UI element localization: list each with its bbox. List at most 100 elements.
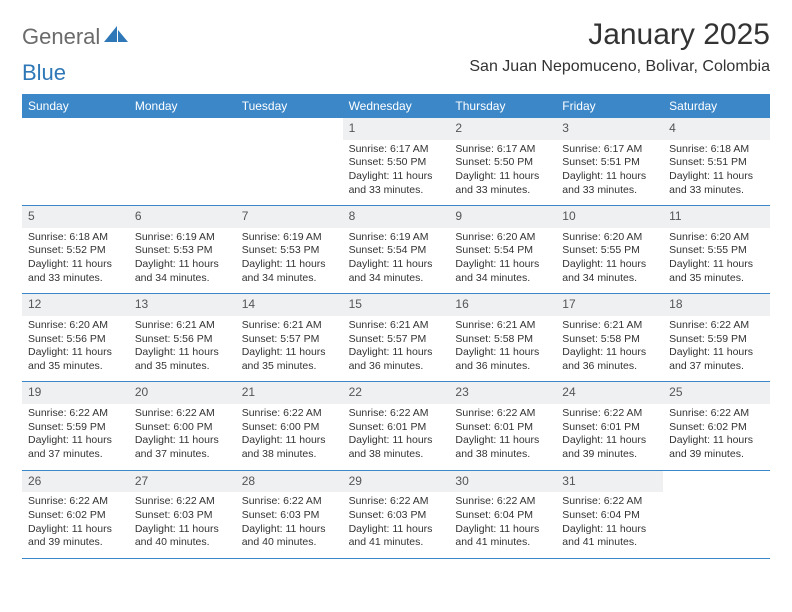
cell-text: Daylight: 11 hours and 34 minutes. <box>455 258 550 285</box>
logo-sail-icon <box>104 26 130 49</box>
cell-text: Daylight: 11 hours and 36 minutes. <box>562 346 657 373</box>
day-number: 6 <box>129 206 236 228</box>
day-number: 9 <box>449 206 556 228</box>
calendar-cell: 11Sunrise: 6:20 AMSunset: 5:55 PMDayligh… <box>663 206 770 293</box>
calendar-cell: 24Sunrise: 6:22 AMSunset: 6:01 PMDayligh… <box>556 382 663 469</box>
cell-text: Daylight: 11 hours and 37 minutes. <box>669 346 764 373</box>
calendar-cell: 15Sunrise: 6:21 AMSunset: 5:57 PMDayligh… <box>343 294 450 381</box>
title-block: January 2025 San Juan Nepomuceno, Boliva… <box>469 18 770 76</box>
cell-text: Daylight: 11 hours and 34 minutes. <box>562 258 657 285</box>
day-number: 2 <box>449 118 556 140</box>
cell-text: Daylight: 11 hours and 34 minutes. <box>242 258 337 285</box>
day-number: 13 <box>129 294 236 316</box>
calendar-cell: 16Sunrise: 6:21 AMSunset: 5:58 PMDayligh… <box>449 294 556 381</box>
cell-text: Sunrise: 6:22 AM <box>242 495 337 509</box>
cell-text: Sunset: 5:56 PM <box>135 333 230 347</box>
cell-text: Sunset: 5:55 PM <box>562 244 657 258</box>
cell-text: Daylight: 11 hours and 39 minutes. <box>562 434 657 461</box>
calendar-body: 1Sunrise: 6:17 AMSunset: 5:50 PMDaylight… <box>22 118 770 559</box>
cell-text: Sunset: 5:57 PM <box>242 333 337 347</box>
calendar-cell: 18Sunrise: 6:22 AMSunset: 5:59 PMDayligh… <box>663 294 770 381</box>
calendar-cell: 22Sunrise: 6:22 AMSunset: 6:01 PMDayligh… <box>343 382 450 469</box>
cell-text: Daylight: 11 hours and 33 minutes. <box>28 258 123 285</box>
weekday-header: Friday <box>556 94 663 118</box>
day-number: 16 <box>449 294 556 316</box>
cell-text: Sunrise: 6:18 AM <box>669 143 764 157</box>
month-title: January 2025 <box>469 18 770 52</box>
calendar: SundayMondayTuesdayWednesdayThursdayFrid… <box>22 94 770 559</box>
cell-text: Sunrise: 6:21 AM <box>562 319 657 333</box>
day-number: 22 <box>343 382 450 404</box>
cell-text: Sunrise: 6:20 AM <box>28 319 123 333</box>
weekday-header: Sunday <box>22 94 129 118</box>
calendar-cell: 13 Sunrise: 6:21 AMSunset: 5:56 PMDayligh… <box>129 294 236 381</box>
cell-text: Daylight: 11 hours and 35 minutes. <box>242 346 337 373</box>
weekday-header: Thursday <box>449 94 556 118</box>
cell-text: Sunset: 5:57 PM <box>349 333 444 347</box>
cell-text: Sunset: 6:03 PM <box>349 509 444 523</box>
cell-text: Sunset: 6:04 PM <box>455 509 550 523</box>
cell-text: Sunset: 6:00 PM <box>135 421 230 435</box>
calendar-cell <box>663 471 770 558</box>
calendar-header-row: SundayMondayTuesdayWednesdayThursdayFrid… <box>22 94 770 118</box>
calendar-cell: 7Sunrise: 6:19 AMSunset: 5:53 PMDaylight… <box>236 206 343 293</box>
day-number: 4 <box>663 118 770 140</box>
cell-text: Sunset: 6:02 PM <box>669 421 764 435</box>
calendar-cell: 9Sunrise: 6:20 AMSunset: 5:54 PMDaylight… <box>449 206 556 293</box>
day-number: 5 <box>22 206 129 228</box>
calendar-week: 5Sunrise: 6:18 AMSunset: 5:52 PMDaylight… <box>22 206 770 294</box>
cell-text: Daylight: 11 hours and 39 minutes. <box>669 434 764 461</box>
cell-text: Sunrise: 6:18 AM <box>28 231 123 245</box>
day-number: 15 <box>343 294 450 316</box>
cell-text: Sunset: 5:52 PM <box>28 244 123 258</box>
cell-text: Sunset: 5:59 PM <box>28 421 123 435</box>
cell-text: Sunrise: 6:22 AM <box>562 407 657 421</box>
calendar-cell: 6Sunrise: 6:19 AMSunset: 5:53 PMDaylight… <box>129 206 236 293</box>
cell-text: Sunrise: 6:22 AM <box>135 495 230 509</box>
calendar-page: General January 2025 San Juan Nepomuceno… <box>0 0 792 559</box>
logo-text-blue: Blue <box>22 60 66 86</box>
cell-text: Sunset: 5:51 PM <box>562 156 657 170</box>
cell-text: Sunset: 6:02 PM <box>28 509 123 523</box>
calendar-cell: 29Sunrise: 6:22 AMSunset: 6:03 PMDayligh… <box>343 471 450 558</box>
calendar-cell: 27Sunrise: 6:22 AMSunset: 6:03 PMDayligh… <box>129 471 236 558</box>
day-number: 26 <box>22 471 129 493</box>
day-number: 27 <box>129 471 236 493</box>
calendar-cell: 10Sunrise: 6:20 AMSunset: 5:55 PMDayligh… <box>556 206 663 293</box>
cell-text: Sunrise: 6:22 AM <box>455 495 550 509</box>
cell-text: Sunrise: 6:17 AM <box>349 143 444 157</box>
calendar-cell: 5 Sunrise: 6:18 AMSunset: 5:52 PMDaylight… <box>22 206 129 293</box>
cell-text: Sunrise: 6:19 AM <box>242 231 337 245</box>
cell-text: Sunrise: 6:17 AM <box>455 143 550 157</box>
day-number: 1 <box>343 118 450 140</box>
day-number: 12 <box>22 294 129 316</box>
day-number: 25 <box>663 382 770 404</box>
calendar-cell <box>236 118 343 205</box>
day-number: 11 <box>663 206 770 228</box>
cell-text: Sunset: 5:50 PM <box>349 156 444 170</box>
cell-text: Daylight: 11 hours and 33 minutes. <box>669 170 764 197</box>
day-number: 14 <box>236 294 343 316</box>
calendar-cell: 23Sunrise: 6:22 AMSunset: 6:01 PMDayligh… <box>449 382 556 469</box>
cell-text: Sunrise: 6:21 AM <box>349 319 444 333</box>
cell-text: Daylight: 11 hours and 35 minutes. <box>28 346 123 373</box>
day-number: 17 <box>556 294 663 316</box>
calendar-week: 12Sunrise: 6:20 AMSunset: 5:56 PMDayligh… <box>22 294 770 382</box>
day-number: 20 <box>129 382 236 404</box>
cell-text: Sunset: 6:03 PM <box>242 509 337 523</box>
weekday-header: Saturday <box>663 94 770 118</box>
cell-text: Sunrise: 6:22 AM <box>242 407 337 421</box>
cell-text: Daylight: 11 hours and 41 minutes. <box>349 523 444 550</box>
location-label: San Juan Nepomuceno, Bolivar, Colombia <box>469 58 770 76</box>
cell-text: Daylight: 11 hours and 38 minutes. <box>455 434 550 461</box>
cell-text: Sunrise: 6:19 AM <box>135 231 230 245</box>
cell-text: Sunrise: 6:22 AM <box>349 495 444 509</box>
cell-text: Sunrise: 6:21 AM <box>135 319 230 333</box>
calendar-cell: 30Sunrise: 6:22 AMSunset: 6:04 PMDayligh… <box>449 471 556 558</box>
cell-text: Daylight: 11 hours and 35 minutes. <box>135 346 230 373</box>
cell-text: Sunrise: 6:22 AM <box>28 407 123 421</box>
cell-text: Sunrise: 6:17 AM <box>562 143 657 157</box>
cell-text: Sunset: 5:58 PM <box>455 333 550 347</box>
cell-text: Sunrise: 6:20 AM <box>455 231 550 245</box>
cell-text: Sunset: 6:01 PM <box>455 421 550 435</box>
